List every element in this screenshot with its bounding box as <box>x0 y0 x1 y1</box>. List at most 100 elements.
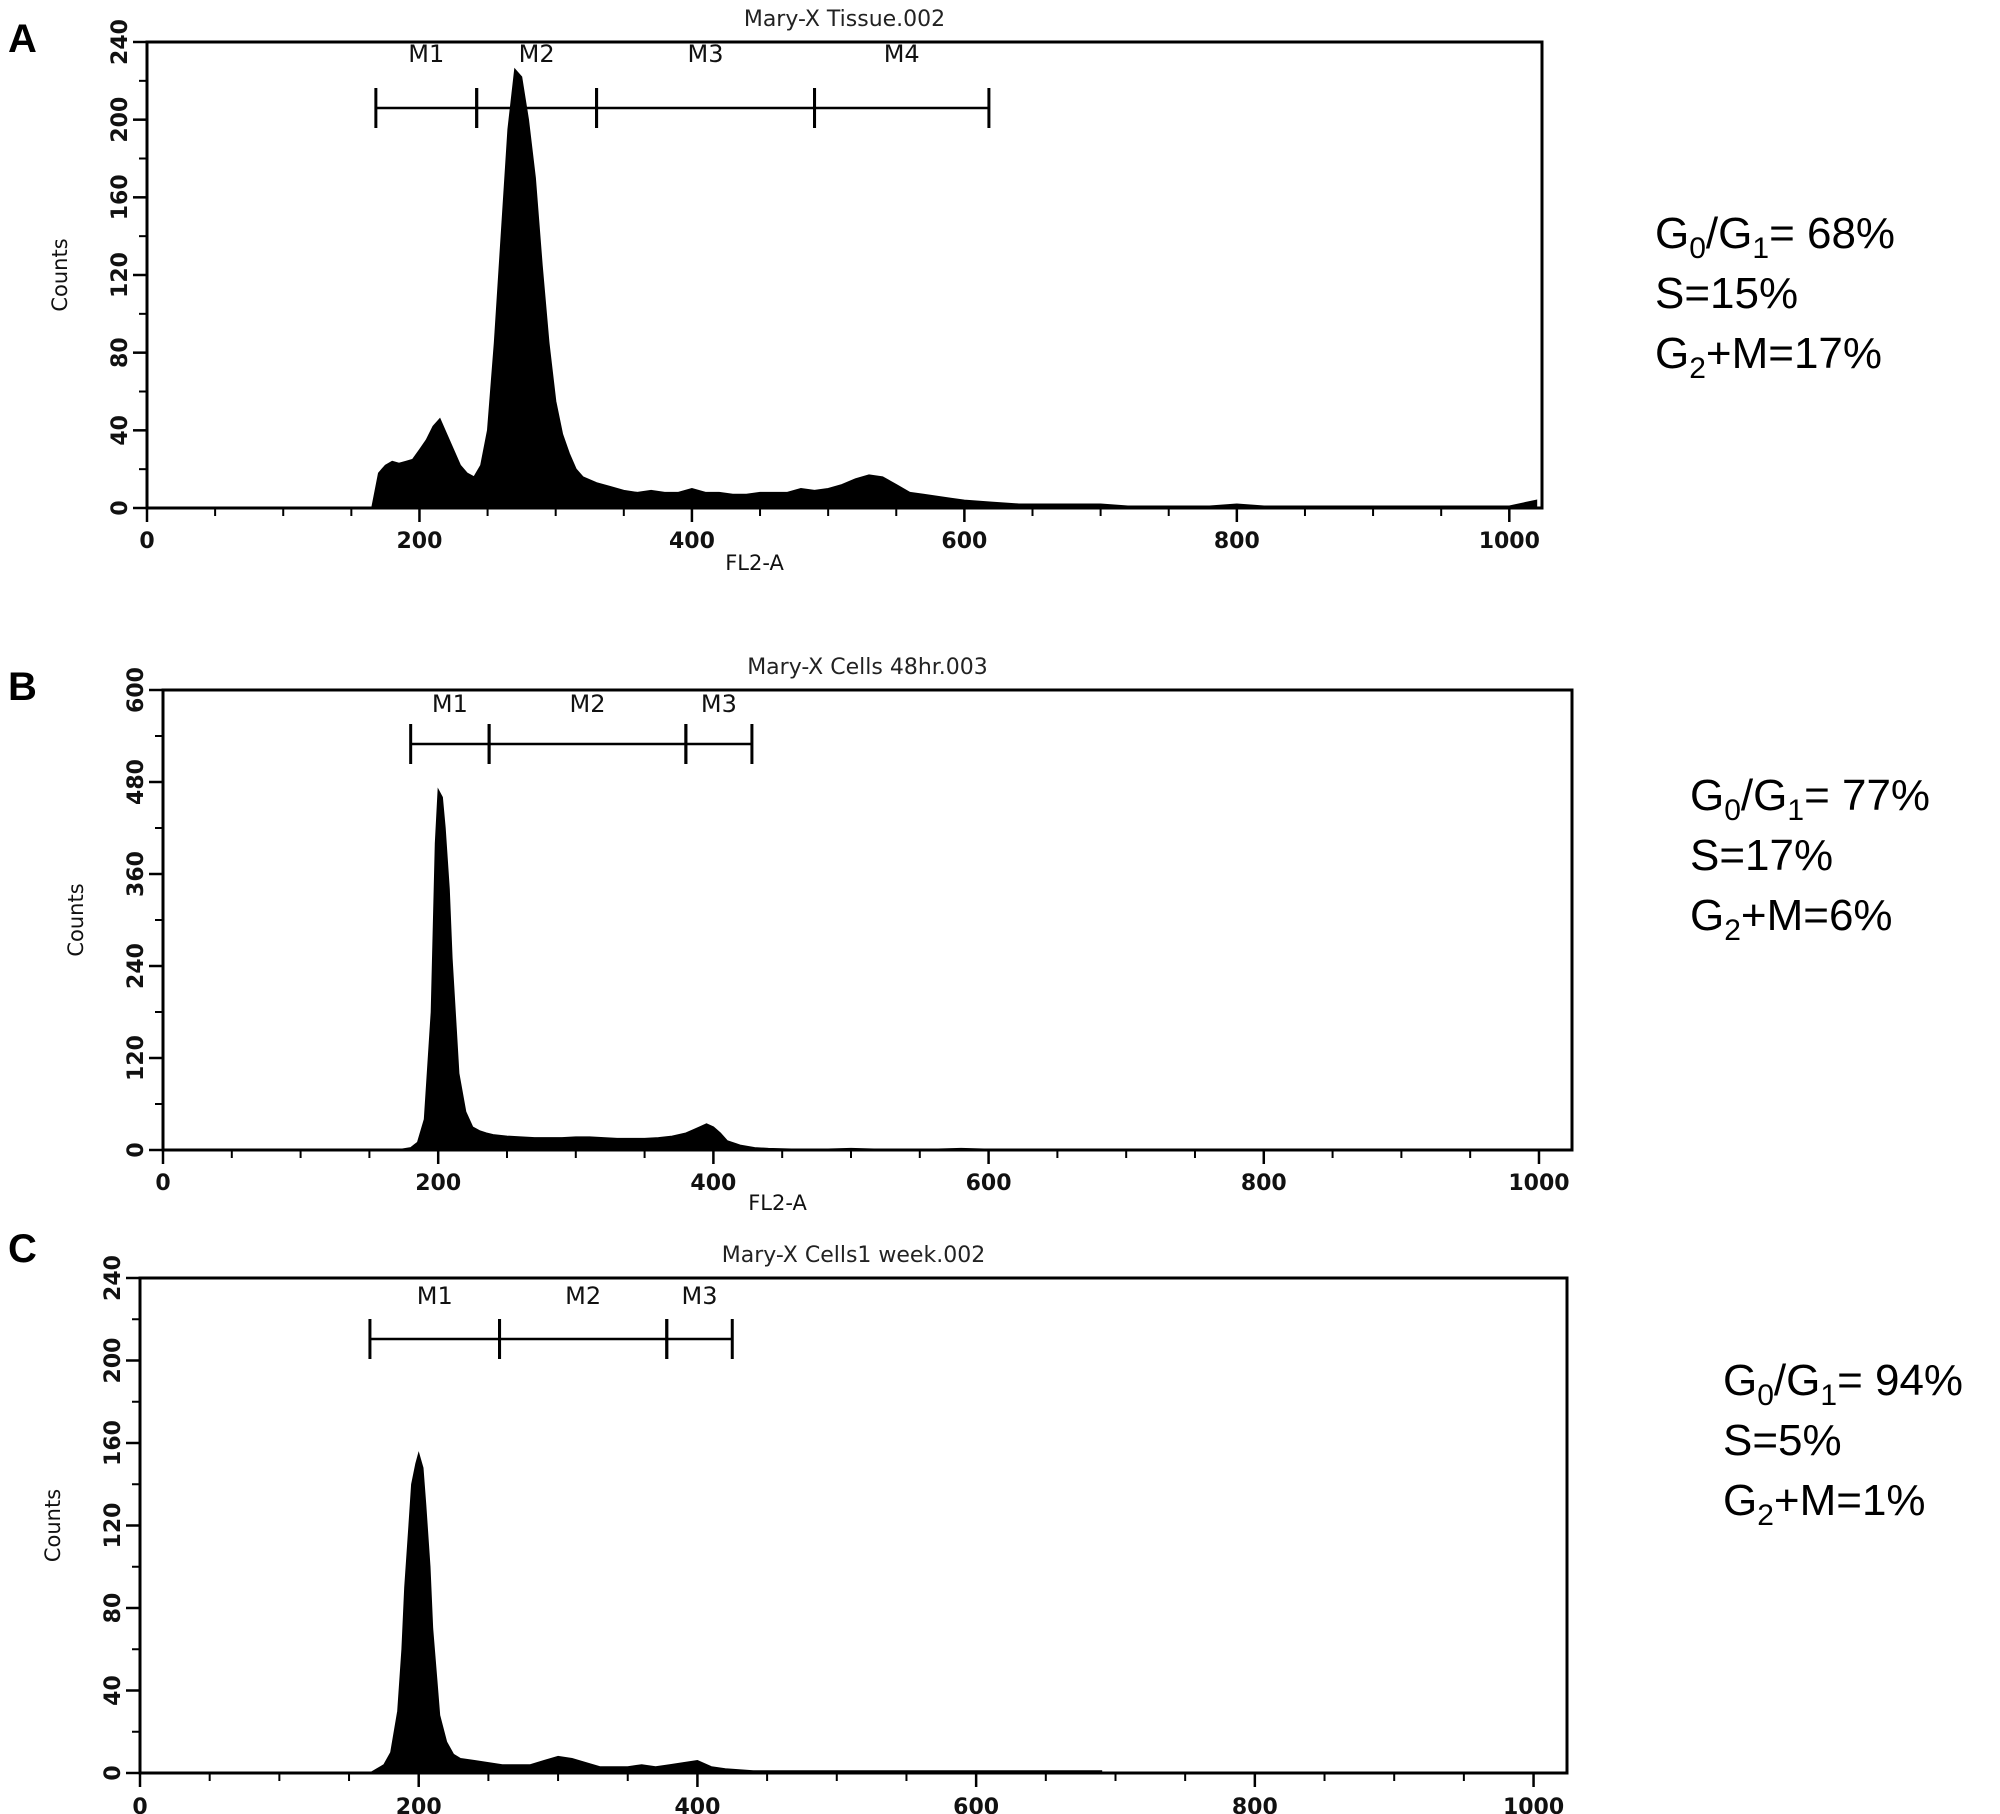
x-tick-label: 400 <box>674 1795 720 1814</box>
x-axis-title: FL2-A <box>725 551 784 575</box>
y-tick-label: 80 <box>108 337 133 368</box>
y-tick-label: 40 <box>101 1675 126 1706</box>
marker-gates: M1 M2 M3 <box>368 1282 734 1359</box>
x-tick-label: 800 <box>1214 529 1260 554</box>
x-tick-label: 400 <box>690 1171 736 1196</box>
y-tick-label: 240 <box>108 19 133 65</box>
x-tick-label: 0 <box>139 529 154 554</box>
y-axis-title: Counts <box>41 1489 65 1562</box>
x-tick-label: 600 <box>966 1171 1012 1196</box>
annotation-part: /G <box>1774 1356 1820 1405</box>
histogram-series <box>367 1451 1103 1774</box>
marker-label: M2 <box>565 1282 601 1310</box>
annotation-part: 0 <box>1724 794 1741 827</box>
annotation-part: = 68% <box>1769 209 1895 258</box>
y-tick-label: 600 <box>124 667 149 713</box>
annotation-part: G <box>1655 209 1689 258</box>
panel-letter: C <box>8 1227 37 1271</box>
annotation-part: 0 <box>1757 1379 1774 1412</box>
x-tick-label: 0 <box>155 1171 170 1196</box>
g2m-percentage: G2+M=17% <box>1655 329 1882 385</box>
marker-label: M2 <box>569 690 605 718</box>
plot-frame <box>145 40 1544 510</box>
histogram-series <box>371 67 1538 509</box>
g2m-percentage: G2+M=1% <box>1723 1476 1926 1532</box>
x-tick-label: 600 <box>953 1795 999 1814</box>
x-tick-label: 400 <box>669 529 715 554</box>
annotation-part: G <box>1655 329 1689 378</box>
annotation-part: 2 <box>1724 914 1741 947</box>
marker-label: M3 <box>701 690 737 718</box>
x-tick-label: 1000 <box>1479 529 1540 554</box>
s-phase-percentage: S=15% <box>1655 269 1798 318</box>
y-tick-label: 160 <box>101 1420 126 1466</box>
marker-label: M1 <box>417 1282 453 1310</box>
g0g1-percentage: G0/G1= 94% <box>1723 1356 1963 1412</box>
chart-title: Mary-X Cells 48hr.003 <box>747 655 988 680</box>
x-tick-label: 200 <box>396 1795 442 1814</box>
y-tick-label: 360 <box>124 851 149 897</box>
marker-label: M3 <box>682 1282 718 1310</box>
marker-label: M1 <box>432 690 468 718</box>
annotation-part: +M=17% <box>1706 329 1882 378</box>
chart-title: Mary-X Cells1 week.002 <box>722 1243 985 1268</box>
y-tick-label: 120 <box>124 1035 149 1081</box>
x-tick-label: 1000 <box>1503 1795 1564 1814</box>
chart-title: Mary-X Tissue.002 <box>744 7 945 32</box>
annotation-part: G <box>1723 1356 1757 1405</box>
annotation-part: /G <box>1741 771 1787 820</box>
marker-label: M2 <box>519 40 555 68</box>
plot-frame <box>138 1276 1569 1775</box>
y-tick-label: 80 <box>101 1593 126 1624</box>
x-tick-label: 0 <box>132 1795 147 1814</box>
cell-cycle-annotation: G0/G1= 94%S=5%G2+M=1% <box>1723 1356 1963 1532</box>
panel-letter: A <box>8 17 37 61</box>
marker-gates: M1 M2 M3 M4 <box>374 40 991 128</box>
annotation-part: = 77% <box>1804 771 1930 820</box>
y-tick-label: 40 <box>108 415 133 446</box>
y-tick-label: 200 <box>108 97 133 143</box>
marker-gates: M1 M2 M3 <box>409 690 754 764</box>
g2m-percentage: G2+M=6% <box>1690 891 1893 947</box>
y-tick-label: 240 <box>101 1255 126 1301</box>
annotation-part: +M=6% <box>1741 891 1893 940</box>
y-tick-label: 120 <box>108 252 133 298</box>
annotation-part: G <box>1690 771 1724 820</box>
annotation-part: 0 <box>1689 232 1706 265</box>
annotation-part: 2 <box>1689 352 1706 385</box>
annotation-part: +M=1% <box>1774 1476 1926 1525</box>
annotation-part: = 94% <box>1837 1356 1963 1405</box>
histogram-series <box>396 787 1017 1151</box>
y-tick-label: 480 <box>124 759 149 805</box>
x-tick-label: 600 <box>941 529 987 554</box>
marker-label: M1 <box>408 40 444 68</box>
y-tick-label: 120 <box>101 1503 126 1549</box>
marker-label: M3 <box>688 40 724 68</box>
y-tick-label: 0 <box>124 1142 149 1157</box>
y-tick-label: 0 <box>108 500 133 515</box>
s-phase-percentage: S=17% <box>1690 831 1833 880</box>
x-tick-label: 800 <box>1241 1171 1287 1196</box>
y-tick-label: 0 <box>101 1765 126 1780</box>
y-tick-label: 200 <box>101 1338 126 1384</box>
annotation-part: G <box>1690 891 1724 940</box>
annotation-part: 1 <box>1820 1379 1837 1412</box>
x-tick-label: 1000 <box>1508 1171 1569 1196</box>
annotation-part: 2 <box>1757 1499 1774 1532</box>
cell-cycle-annotation: G0/G1= 68%S=15%G2+M=17% <box>1655 209 1895 385</box>
annotation-part: 1 <box>1752 232 1769 265</box>
g0g1-percentage: G0/G1= 77% <box>1690 771 1930 827</box>
annotation-part: G <box>1723 1476 1757 1525</box>
cell-cycle-annotation: G0/G1= 77%S=17%G2+M=6% <box>1690 771 1930 947</box>
y-tick-label: 160 <box>108 174 133 220</box>
annotation-part: 1 <box>1787 794 1804 827</box>
g0g1-percentage: G0/G1= 68% <box>1655 209 1895 265</box>
y-axis-title: Counts <box>64 883 88 956</box>
x-tick-label: 200 <box>415 1171 461 1196</box>
annotation-part: /G <box>1706 209 1752 258</box>
y-axis-title: Counts <box>48 238 72 311</box>
x-tick-label: 200 <box>396 529 442 554</box>
